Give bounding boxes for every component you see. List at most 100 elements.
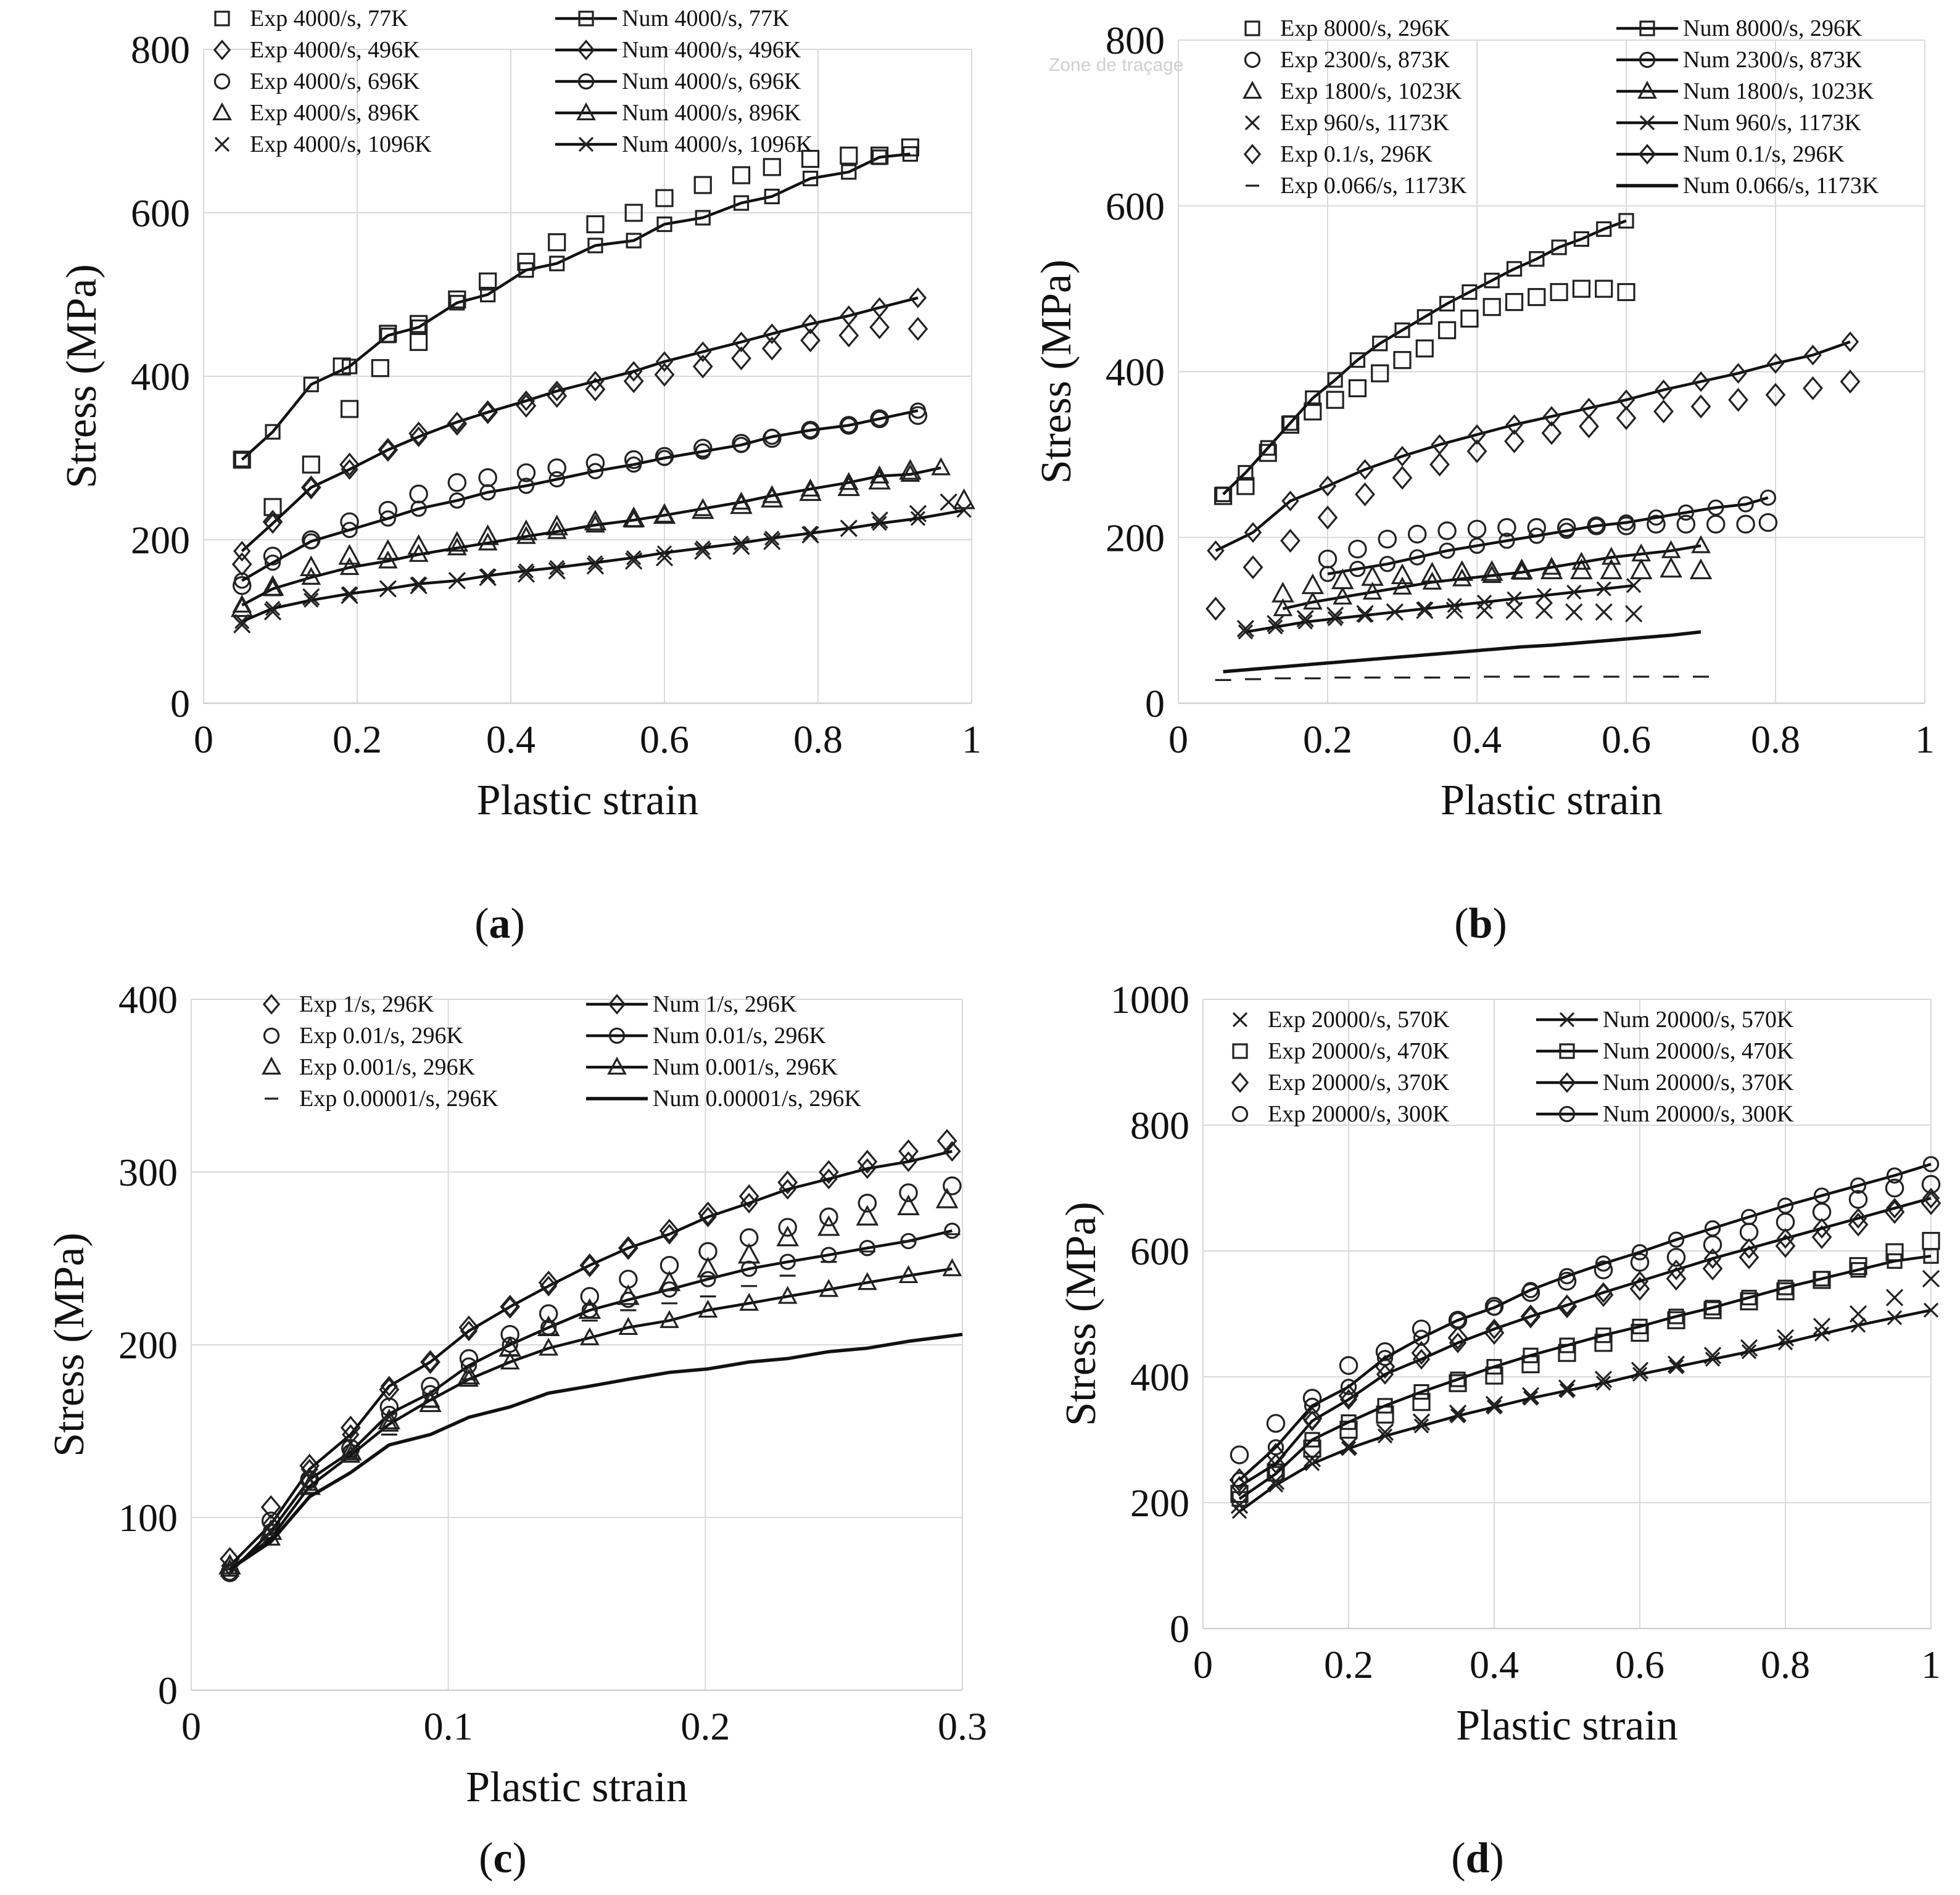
data-point (1777, 1197, 1794, 1214)
x-tick-label: 0.2 (680, 1704, 730, 1748)
data-point (943, 1141, 961, 1162)
x-tick-label: 0.6 (1602, 717, 1651, 761)
data-point (449, 295, 465, 311)
legend-marker (608, 1027, 626, 1044)
legend-marker (577, 39, 595, 60)
data-point (581, 1255, 599, 1276)
series-num-1 (1215, 213, 1634, 502)
data-point (626, 456, 642, 473)
data-point (1618, 213, 1634, 229)
data-point (840, 305, 858, 326)
data-point (838, 323, 859, 348)
data-point (340, 1416, 361, 1440)
data-point (1415, 339, 1434, 358)
legend-entry: Num 1/s, 296K (653, 991, 797, 1017)
data-point (1617, 389, 1635, 410)
y-tick-label: 0 (158, 1669, 178, 1712)
data-point (1558, 1294, 1576, 1316)
data-point (859, 1240, 875, 1257)
data-point (1317, 505, 1338, 530)
legend-marker (1638, 144, 1656, 165)
data-point (1412, 1393, 1431, 1411)
data-point (953, 488, 975, 510)
y-tick-label: 1000 (1110, 978, 1189, 1022)
data-point (457, 1363, 481, 1385)
data-point (1448, 1310, 1468, 1330)
legend-entry: Exp 4000/s, 1096K (250, 131, 432, 157)
data-point (1326, 606, 1344, 624)
data-point (1413, 1384, 1429, 1400)
data-point (1326, 390, 1344, 409)
data-point (1431, 434, 1449, 455)
data-point (479, 484, 496, 501)
data-point (1267, 1439, 1284, 1456)
data-point (1923, 1302, 1939, 1318)
series-line (1223, 630, 1702, 674)
data-point (584, 510, 607, 531)
data-point (1541, 421, 1562, 445)
data-point (1594, 1282, 1613, 1303)
legend-entry: Num 0.01/s, 296K (653, 1023, 826, 1049)
data-point (1349, 352, 1365, 368)
series-exp-6 (1230, 1175, 1941, 1464)
legend-entry: Num 4000/s, 1096K (622, 131, 813, 157)
data-point (902, 146, 919, 162)
data-point (1497, 518, 1516, 537)
data-point (1580, 397, 1598, 419)
data-point (871, 410, 888, 427)
data-point (1411, 1340, 1432, 1365)
legend-entry: Num 2300/s, 873K (1683, 47, 1863, 73)
y-tick-label: 800 (1130, 1104, 1189, 1147)
data-point (777, 1170, 798, 1195)
data-point (1886, 1167, 1903, 1184)
legend-marker (1244, 115, 1260, 131)
data-point (1507, 591, 1522, 606)
data-point (693, 176, 712, 194)
data-point (303, 376, 319, 392)
legend-marker (1243, 144, 1262, 165)
data-point (737, 1242, 761, 1264)
data-point (1438, 321, 1457, 339)
legend-marker (1639, 20, 1655, 36)
data-point (233, 450, 251, 469)
legend-entry: Exp 4000/s, 896K (250, 100, 420, 126)
data-point (587, 555, 603, 571)
data-point (1618, 514, 1635, 531)
data-point (478, 532, 498, 551)
data-point (1259, 444, 1277, 462)
data-point (1304, 1432, 1320, 1448)
data-point (1626, 578, 1642, 593)
series-exp-2 (1318, 513, 1778, 569)
data-point (1777, 1279, 1793, 1295)
data-point (1506, 261, 1523, 277)
data-point (1535, 601, 1553, 619)
legend: Exp 20000/s, 570K Num 20000/s, 570K Exp 20… (1231, 1007, 1794, 1127)
data-point (1339, 1356, 1358, 1375)
data-point (931, 457, 951, 476)
data-point (1559, 1337, 1575, 1353)
x-axis-label: Plastic strain (1456, 1702, 1678, 1749)
data-point (263, 547, 283, 566)
x-axis-label: Plastic strain (466, 1764, 688, 1811)
data-point (1653, 399, 1674, 424)
legend-marker (262, 1056, 281, 1075)
data-point (1668, 1359, 1684, 1374)
data-point (232, 594, 252, 613)
series-num-9 (234, 503, 972, 629)
data-point (697, 1257, 719, 1278)
data-point (1739, 1223, 1759, 1242)
data-point (1522, 1282, 1539, 1298)
y-tick-label: 800 (131, 28, 190, 72)
x-tick-label: 0.8 (1751, 717, 1800, 761)
data-point (447, 473, 467, 492)
legend-entry: Exp 20000/s, 570K (1268, 1007, 1450, 1033)
data-point (1629, 1276, 1650, 1301)
data-point (841, 521, 856, 536)
data-point (1708, 499, 1724, 516)
data-point (518, 477, 535, 494)
series-exp-8 (1205, 370, 1861, 621)
data-point (1849, 1208, 1867, 1229)
series-exp-2 (231, 315, 928, 577)
y-tick-label: 600 (1130, 1229, 1189, 1273)
data-point (1596, 581, 1611, 597)
